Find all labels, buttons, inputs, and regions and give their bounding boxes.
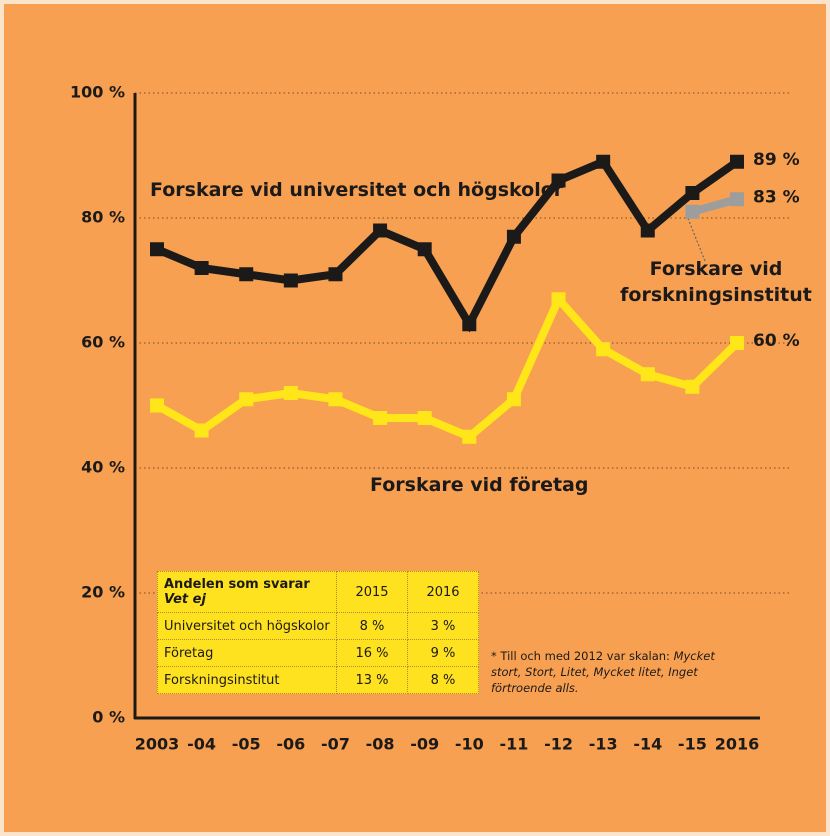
table-row: Forskningsinstitut 13 % 8 %	[157, 666, 479, 694]
table-header: Andelen som svarar Vet ej 2015 2016	[157, 571, 479, 613]
y-tick-label: 40 %	[81, 458, 125, 477]
point-marker	[640, 223, 655, 238]
x-tick-label: -13	[589, 735, 618, 754]
point-marker	[730, 336, 744, 350]
point-marker	[194, 261, 209, 275]
cell: 13 %	[336, 666, 408, 694]
y-tick-label: 0 %	[92, 708, 125, 727]
point-marker	[506, 229, 521, 244]
y-tick-label: 20 %	[81, 583, 125, 602]
point-marker	[194, 423, 209, 438]
series-line	[155, 156, 740, 333]
point-marker	[239, 392, 254, 407]
column-header: 2015	[336, 571, 408, 613]
x-tick-label: -06	[276, 735, 305, 754]
chart: 0 % 20 % 40 % 60 % 80 % 100 % 2003 -04 -05 -06 -07…	[70, 83, 800, 754]
x-tick-label: 2016	[715, 735, 760, 754]
point-marker	[506, 392, 521, 407]
cell: 9 %	[407, 639, 479, 667]
series-label: Forskare vid universitet och högskolor	[150, 179, 564, 201]
point-marker	[417, 242, 432, 257]
annotation-leader	[686, 215, 706, 262]
x-tick-label: -10	[455, 735, 484, 754]
point-marker	[685, 379, 700, 394]
point-marker	[328, 392, 343, 407]
cell: Universitet och högskolor	[157, 612, 337, 640]
point-marker	[150, 242, 164, 257]
cell: 3 %	[407, 612, 479, 640]
point-marker	[373, 223, 388, 238]
header-subtitle: Vet ej	[164, 592, 206, 607]
point-marker	[462, 317, 477, 332]
point-marker	[685, 186, 700, 200]
point-marker	[551, 292, 566, 307]
point-marker	[283, 273, 298, 288]
point-marker	[462, 429, 477, 444]
point-marker	[373, 411, 388, 425]
footnote-italic: Mycket stort, Stort, Litet, Mycket litet…	[491, 649, 715, 695]
series-label: Forskare vid företag	[370, 474, 589, 496]
series-line	[155, 291, 740, 442]
value-label: 60 %	[753, 331, 800, 351]
point-marker	[730, 192, 744, 207]
x-tick-label: -05	[232, 735, 261, 754]
x-tick-label: -07	[321, 735, 350, 754]
table-row: Företag 16 % 9 %	[157, 639, 479, 667]
footnote: * Till och med 2012 var skalan: Mycket s…	[491, 648, 731, 696]
x-tick-label: -09	[410, 735, 439, 754]
cell: Forskningsinstitut	[157, 666, 337, 694]
y-tick-label: 80 %	[81, 208, 125, 227]
x-tick-label: -11	[499, 735, 528, 754]
header-title: Andelen som svarar	[164, 577, 310, 592]
point-marker	[417, 411, 432, 425]
x-tick-label: 2003	[135, 735, 180, 754]
point-marker	[596, 342, 611, 357]
cell: 8 %	[336, 612, 408, 640]
y-tick-label: 100 %	[70, 83, 125, 102]
point-marker	[730, 154, 744, 169]
point-marker	[596, 154, 611, 169]
value-label: 89 %	[753, 150, 800, 170]
point-marker	[685, 204, 700, 219]
x-tick-label: -04	[187, 735, 216, 754]
point-marker	[150, 398, 164, 413]
series-line	[691, 195, 739, 216]
point-marker	[283, 386, 298, 400]
x-tick-label: -14	[633, 735, 662, 754]
point-marker	[551, 173, 566, 188]
column-header: 2016	[407, 571, 479, 613]
series-label: Forskare vid forskningsinstitut	[620, 258, 812, 306]
x-tick-label: -15	[678, 735, 707, 754]
header-cell: Andelen som svarar Vet ej	[157, 571, 337, 613]
value-label: 83 %	[753, 187, 800, 207]
chart-panel: 0 % 20 % 40 % 60 % 80 % 100 % 2003 -04 -05 -06 -07…	[4, 4, 826, 832]
x-tick-label: -08	[366, 735, 395, 754]
y-tick-label: 60 %	[81, 333, 125, 352]
cell: Företag	[157, 639, 337, 667]
footnote-text: * Till och med 2012 var skalan:	[491, 649, 670, 663]
point-marker	[640, 367, 655, 382]
point-marker	[239, 267, 254, 282]
cell: 8 %	[407, 666, 479, 694]
x-tick-label: -12	[544, 735, 573, 754]
cell: 16 %	[336, 639, 408, 667]
point-marker	[328, 267, 343, 282]
table-row: Universitet och högskolor 8 % 3 %	[157, 612, 479, 640]
data-table: Andelen som svarar Vet ej 2015 2016 Unive…	[157, 571, 479, 694]
